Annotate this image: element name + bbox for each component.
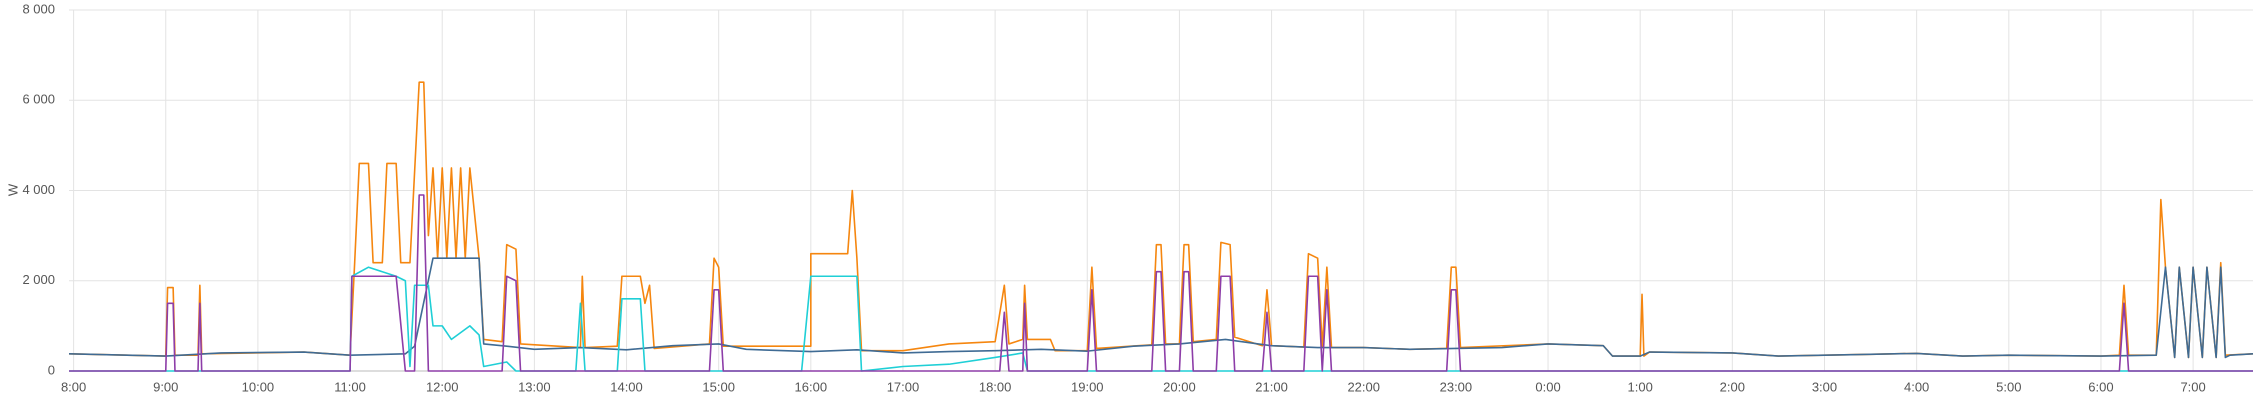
y-tick-label: 6 000	[22, 92, 55, 107]
y-tick-label: 2 000	[22, 272, 55, 287]
y-tick-label: 8 000	[22, 1, 55, 16]
y-tick-label: 0	[48, 362, 55, 377]
x-tick-label: 1:00	[1628, 379, 1653, 394]
x-tick-label: 8:00	[61, 379, 86, 394]
x-tick-label: 15:00	[702, 379, 735, 394]
x-tick-label: 17:00	[887, 379, 920, 394]
x-tick-label: 19:00	[1071, 379, 1104, 394]
x-tick-label: 6:00	[2088, 379, 2113, 394]
x-tick-label: 12:00	[426, 379, 459, 394]
x-tick-label: 13:00	[518, 379, 551, 394]
x-tick-label: 22:00	[1347, 379, 1380, 394]
x-tick-label: 5:00	[1996, 379, 2021, 394]
y-axis-label: W	[5, 183, 20, 196]
series-line	[69, 194, 2253, 372]
x-tick-label: 18:00	[979, 379, 1012, 394]
x-tick-label: 3:00	[1812, 379, 1837, 394]
x-tick-label: 16:00	[795, 379, 828, 394]
x-tick-label: 14:00	[610, 379, 643, 394]
y-tick-label: 4 000	[22, 182, 55, 197]
x-tick-label: 2:00	[1720, 379, 1745, 394]
x-tick-label: 20:00	[1163, 379, 1196, 394]
x-tick-label: 9:00	[153, 379, 178, 394]
x-tick-label: 23:00	[1440, 379, 1473, 394]
series-line	[68, 81, 2254, 359]
x-tick-label: 10:00	[242, 379, 275, 394]
x-tick-label: 21:00	[1255, 379, 1288, 394]
x-tick-label: 4:00	[1904, 379, 1929, 394]
series-line	[68, 257, 2254, 359]
x-tick-label: 0:00	[1535, 379, 1560, 394]
x-tick-label: 7:00	[2180, 379, 2205, 394]
x-tick-label: 11:00	[334, 379, 366, 394]
